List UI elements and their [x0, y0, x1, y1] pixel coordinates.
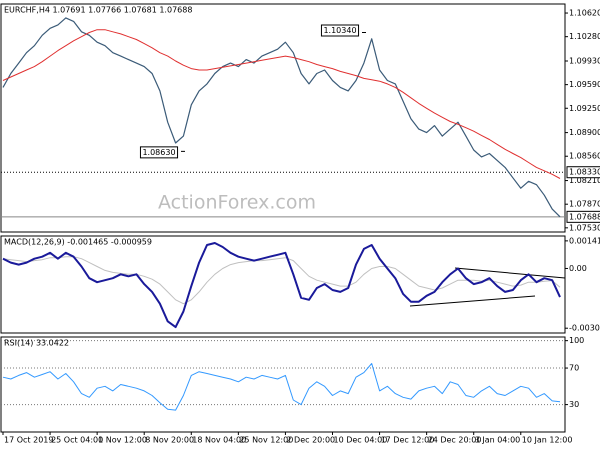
x-tick-label: 24 Dec 20:00 [428, 436, 482, 445]
panel-frame [0, 336, 566, 433]
y-tick-label: 1.09930 [569, 57, 600, 66]
y-tick-label: 1.07870 [569, 200, 600, 209]
y-tick-label: 1.07530 [569, 223, 600, 232]
panel-frame [0, 235, 566, 334]
y-tick-label: 1.08560 [569, 152, 600, 161]
y-tick-label: 70 [569, 364, 579, 373]
annotation-label: 1.08630 [142, 148, 175, 157]
panel-title: RSI(14) 33.0422 [4, 339, 69, 348]
y-tick-label: 1.08900 [569, 128, 600, 137]
x-tick-label: 17 Dec 12:00 [381, 436, 435, 445]
y-tick-label: 1.08210 [569, 176, 600, 185]
y-tick-label: 1.09250 [569, 104, 600, 113]
panel-frame [0, 3, 566, 233]
label-box [566, 210, 600, 223]
x-tick-label: 17 Oct 2019 [4, 436, 53, 445]
macd-trendline [409, 295, 536, 307]
series-line [2, 17, 561, 218]
y-tick-label: 100 [569, 336, 584, 345]
series-line [2, 363, 561, 411]
x-tick-label: 8 Nov 20:00 [145, 436, 194, 445]
y-tick-label: 1.10620 [569, 9, 600, 18]
label-box [320, 24, 360, 37]
macd-trendline [454, 267, 566, 279]
y-tick-label: -0.003055 [569, 324, 600, 333]
label-box [566, 166, 600, 179]
x-tick-label: 1 Nov 12:00 [98, 436, 147, 445]
panel-title: MACD(12,26,9) -0.001465 -0.000959 [4, 238, 152, 247]
panel-title: EURCHF,H4 1.07691 1.07766 1.07681 1.0768… [4, 6, 192, 15]
x-tick-label: 10 Dec 04:00 [333, 436, 387, 445]
label-box [139, 146, 179, 159]
series-line [2, 242, 561, 329]
x-tick-label: 18 Nov 04:00 [192, 436, 246, 445]
x-tick-label: 25 Oct 04:00 [51, 436, 103, 445]
y-tick-label: 0.00 [569, 264, 587, 273]
price-line-label: 1.07688 [569, 212, 600, 221]
annotation-label: 1.10340 [323, 26, 356, 35]
y-tick-label: 1.10280 [569, 32, 600, 41]
x-tick-label: 3 Jan 04:00 [475, 436, 521, 445]
y-tick-label: 0.001411 [569, 236, 600, 245]
y-tick-label: 30 [569, 400, 579, 409]
y-tick-label: 1.09590 [569, 80, 600, 89]
x-tick-label: 2 Dec 20:00 [286, 436, 335, 445]
x-tick-label: 25 Nov 12:00 [239, 436, 293, 445]
watermark: ActionForex.com [158, 192, 316, 214]
series-line [2, 29, 561, 179]
x-tick-label: 10 Jan 12:00 [522, 436, 573, 445]
price-line-label: 1.08330 [569, 168, 600, 177]
